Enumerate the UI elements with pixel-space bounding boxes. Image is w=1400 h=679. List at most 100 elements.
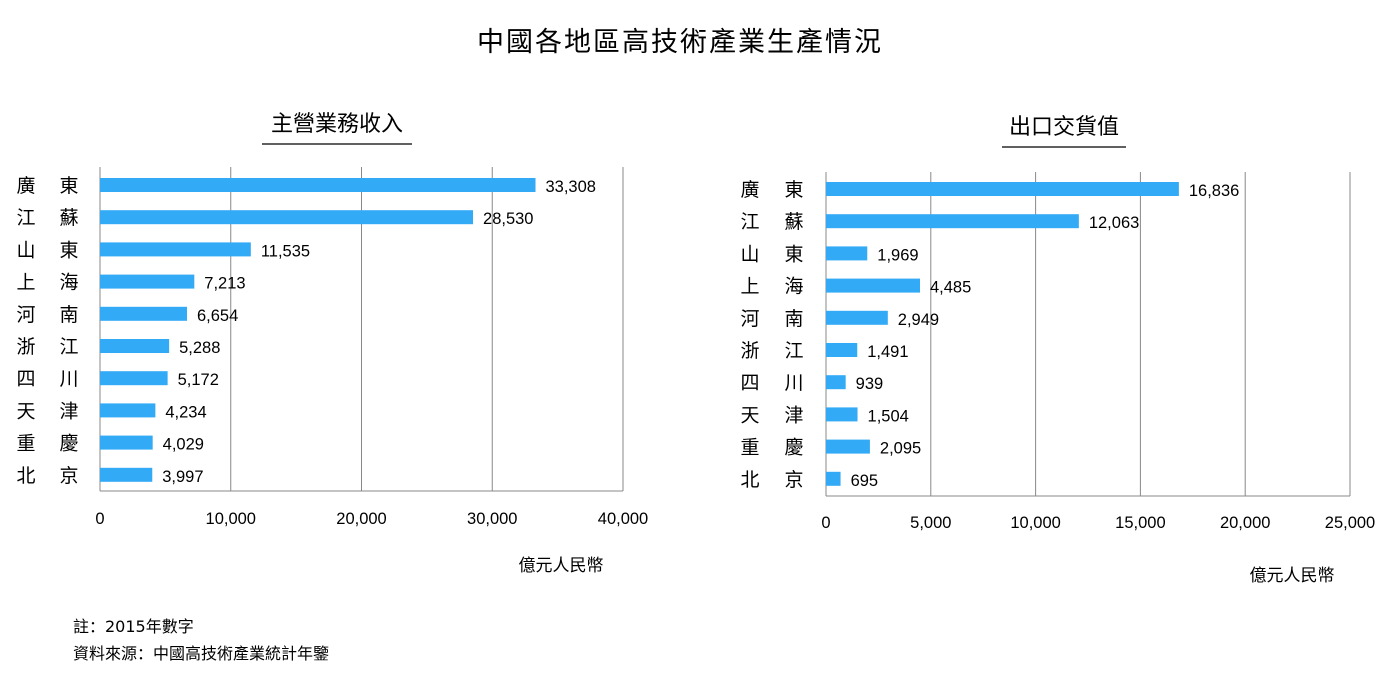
- category-label-char: 東: [784, 179, 803, 201]
- category-label-char: 天: [16, 400, 35, 422]
- chart-main-title: 中國各地區高技術產業生產情況: [477, 27, 883, 58]
- category-label-char: 四: [740, 372, 759, 394]
- category-label-char: 浙: [740, 340, 759, 362]
- category-label-char: 慶: [59, 433, 78, 455]
- bar: [826, 407, 858, 422]
- bar: [100, 435, 153, 450]
- x-tick-label: 10,000: [1010, 514, 1060, 532]
- bar-value-label: 939: [856, 375, 884, 393]
- category-label-char: 浙: [16, 336, 35, 358]
- category-label-char: 蘇: [784, 211, 803, 233]
- category-label-char: 上: [740, 276, 759, 298]
- category-label-char: 河: [740, 308, 759, 330]
- main-business-income-chart: 主營業務收入0 10,000 20,000 30,000 40,000廣東 33,308江…: [16, 112, 648, 576]
- x-axis-unit-label: 億元人民幣: [519, 556, 604, 576]
- category-label-char: 上: [16, 272, 35, 294]
- x-tick-label: 5,000: [910, 514, 951, 532]
- bar: [100, 339, 170, 353]
- x-tick-label: 20,000: [1220, 514, 1270, 532]
- bar: [100, 210, 474, 225]
- bar: [826, 278, 921, 293]
- panel-title: 主營業務收入: [271, 112, 403, 137]
- category-label-char: 北: [16, 465, 35, 487]
- category-label-char: 海: [59, 272, 78, 294]
- category-label-char: 東: [784, 243, 803, 265]
- bar: [100, 371, 168, 386]
- bar-value-label: 695: [851, 472, 879, 490]
- bar: [100, 467, 153, 482]
- category-label-char: 重: [16, 433, 35, 455]
- category-label-char: 江: [16, 207, 35, 229]
- bar-value-label: 28,530: [483, 210, 533, 228]
- bar: [826, 214, 1079, 229]
- bar-value-label: 1,504: [868, 407, 909, 425]
- bar: [100, 306, 188, 321]
- category-label-char: 津: [784, 404, 803, 426]
- category-label-char: 京: [59, 465, 78, 487]
- category-label-char: 天: [740, 404, 759, 426]
- x-tick-label: 25,000: [1325, 514, 1375, 532]
- x-tick-label: 15,000: [1115, 514, 1165, 532]
- category-label-char: 江: [740, 211, 759, 233]
- bar: [100, 178, 536, 192]
- category-label-char: 東: [59, 175, 78, 197]
- bar-value-label: 4,485: [930, 279, 971, 297]
- category-label-char: 廣: [740, 179, 759, 201]
- category-label-char: 山: [740, 243, 759, 265]
- bar: [826, 439, 870, 454]
- bar-value-label: 6,654: [197, 307, 238, 325]
- category-label-char: 廣: [16, 175, 35, 197]
- bar: [826, 375, 846, 390]
- bar: [100, 274, 195, 289]
- category-label-char: 南: [59, 304, 78, 326]
- category-label-char: 南: [784, 308, 803, 330]
- bar: [826, 182, 1179, 196]
- bar-value-label: 5,288: [179, 339, 220, 357]
- category-label-char: 江: [59, 336, 78, 358]
- bar-value-label: 11,535: [261, 242, 310, 260]
- export-delivery-value-chart: 出口交貨值0 5,000 10,000 15,000 20,000 25,000廣東 16,…: [740, 115, 1375, 586]
- category-label-char: 江: [784, 340, 803, 362]
- x-tick-label: 40,000: [598, 510, 648, 528]
- category-label-char: 河: [16, 304, 35, 326]
- bar: [100, 242, 251, 257]
- bar-value-label: 2,949: [898, 311, 939, 329]
- category-label-char: 四: [16, 368, 35, 390]
- x-tick-label: 30,000: [467, 510, 517, 528]
- bar-value-label: 7,213: [204, 275, 245, 293]
- bar: [826, 343, 858, 357]
- footnote: 註：2015年數字: [73, 617, 194, 636]
- category-label-char: 蘇: [59, 207, 78, 229]
- category-label-char: 北: [740, 469, 759, 491]
- bar-value-label: 12,063: [1089, 214, 1139, 232]
- bar: [826, 310, 888, 325]
- bar-value-label: 33,308: [546, 178, 596, 196]
- bar: [100, 403, 156, 418]
- bar-value-label: 5,172: [178, 371, 219, 389]
- category-label-char: 慶: [784, 437, 803, 459]
- category-label-char: 津: [59, 400, 78, 422]
- bar-value-label: 4,234: [165, 403, 206, 421]
- x-tick-label: 0: [95, 510, 104, 528]
- bar: [826, 246, 868, 261]
- bar-value-label: 1,969: [877, 246, 918, 264]
- x-axis-unit-label: 億元人民幣: [1250, 566, 1335, 586]
- bar-value-label: 4,029: [163, 436, 204, 454]
- category-label-char: 山: [16, 239, 35, 261]
- category-label-char: 重: [740, 437, 759, 459]
- x-tick-label: 0: [821, 514, 830, 532]
- category-label-char: 京: [784, 469, 803, 491]
- category-label-char: 海: [784, 276, 803, 298]
- bar-value-label: 3,997: [162, 468, 203, 486]
- bar: [826, 471, 841, 486]
- x-tick-label: 10,000: [206, 510, 256, 528]
- x-tick-label: 20,000: [336, 510, 386, 528]
- bar-value-label: 1,491: [867, 343, 908, 361]
- category-label-char: 川: [784, 372, 803, 394]
- category-label-char: 川: [59, 368, 78, 390]
- source-note: 資料來源：中國高技術產業統計年鑒: [73, 644, 330, 663]
- panel-title: 出口交貨值: [1009, 115, 1119, 140]
- bar-value-label: 16,836: [1189, 182, 1239, 200]
- bar-value-label: 2,095: [880, 440, 921, 458]
- category-label-char: 東: [59, 239, 78, 261]
